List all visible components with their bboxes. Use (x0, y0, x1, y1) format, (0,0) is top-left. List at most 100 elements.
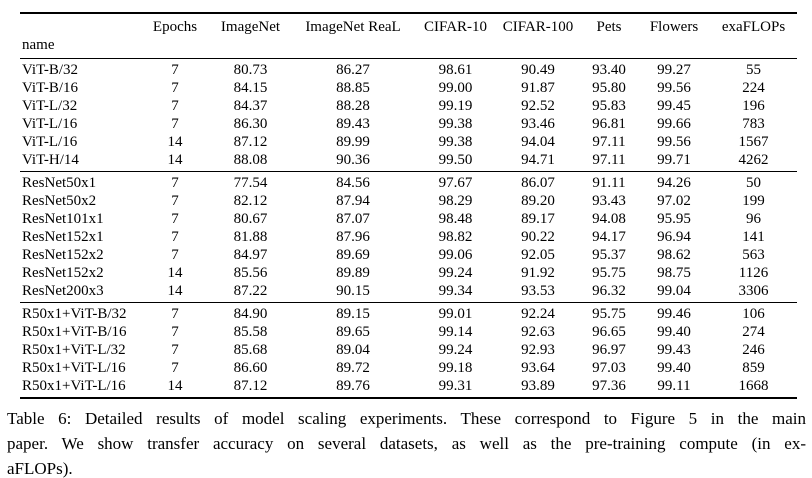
cell-value: 224 (742, 80, 765, 96)
cell-value: 94.04 (521, 134, 555, 150)
cell-value: 7 (171, 62, 179, 78)
table-group: ViT-B/32 7 80.73 86.27 98.61 90.49 93.40 99.27 5… (20, 59, 797, 171)
cell-value: 84.56 (336, 175, 370, 191)
table-group: R50x1+ViT-B/32 7 84.90 89.15 99.01 92.24 95.75… (20, 302, 797, 397)
cell-value: 84.97 (233, 247, 268, 263)
cell-value: 97.36 (592, 378, 626, 394)
cell-value: 96.81 (592, 116, 626, 132)
table-row: ViT-L/16 14 87.12 89.99 99.38 94.04 97.11 99.56… (20, 133, 797, 151)
cell-model-name: R50x1+ViT-L/16 (22, 360, 126, 376)
table-row: ResNet152x2 7 84.97 89.69 99.06 92.05 95.37 98.… (20, 246, 797, 264)
table-header-row: name Epochs ImageNet ImageNet ReaL CIFAR… (20, 14, 797, 59)
cell-value: 7 (171, 193, 179, 209)
cell-value: 1126 (738, 265, 769, 281)
cell-value: 93.46 (521, 116, 555, 132)
cell-model-name: R50x1+ViT-L/32 (22, 342, 126, 358)
column-header-imagenet-real: ImageNet ReaL (305, 19, 401, 35)
cell-value: 92.05 (521, 247, 555, 263)
cell-model-name: R50x1+ViT-L/16 (22, 378, 126, 394)
cell-value: 3306 (738, 283, 769, 299)
cell-value: 98.61 (438, 62, 473, 78)
cell-value: 98.82 (438, 229, 473, 245)
cell-value: 85.56 (233, 265, 268, 281)
cell-value: 88.85 (336, 80, 370, 96)
cell-value: 14 (167, 152, 183, 168)
cell-value: 84.90 (233, 306, 268, 322)
cell-value: 55 (746, 62, 761, 78)
table-body: ViT-B/32 7 80.73 86.27 98.61 90.49 93.40 99.27 5… (20, 59, 797, 397)
cell-value: 90.22 (521, 229, 555, 245)
cell-value: 87.07 (336, 211, 370, 227)
cell-value: 1567 (738, 134, 769, 150)
cell-value: 99.71 (657, 152, 691, 168)
cell-value: 89.69 (336, 247, 370, 263)
table-row: R50x1+ViT-L/16 14 87.12 89.76 99.31 93.89 97.3… (20, 377, 797, 395)
cell-value: 91.87 (521, 80, 555, 96)
cell-value: 99.45 (657, 98, 691, 114)
cell-value: 141 (742, 229, 765, 245)
cell-value: 563 (742, 247, 765, 263)
cell-value: 99.31 (438, 378, 473, 394)
cell-value: 96.65 (592, 324, 626, 340)
cell-value: 97.02 (657, 193, 691, 209)
cell-value: 14 (167, 283, 183, 299)
cell-model-name: ResNet50x1 (22, 175, 97, 191)
cell-model-name: ResNet200x3 (22, 283, 104, 299)
cell-value: 80.73 (233, 62, 268, 78)
caption-line-2: paper. We show transfer accuracy on seve… (7, 434, 806, 453)
cell-value: 84.15 (233, 80, 268, 96)
cell-value: 7 (171, 98, 179, 114)
column-header-imagenet: ImageNet (220, 19, 281, 35)
cell-value: 96 (746, 211, 761, 227)
cell-model-name: ResNet50x2 (22, 193, 97, 209)
cell-value: 89.17 (521, 211, 555, 227)
cell-value: 95.80 (592, 80, 626, 96)
cell-value: 89.15 (336, 306, 370, 322)
cell-value: 87.12 (233, 378, 268, 394)
results-table: name Epochs ImageNet ImageNet ReaL CIFAR… (20, 12, 797, 399)
cell-value: 98.62 (657, 247, 691, 263)
cell-value: 99.66 (657, 116, 691, 132)
cell-model-name: ResNet152x1 (22, 229, 104, 245)
cell-value: 93.53 (521, 283, 555, 299)
cell-value: 91.11 (592, 175, 626, 191)
caption-line-1: Table 6: Detailed results of model scali… (7, 409, 806, 428)
cell-value: 274 (742, 324, 765, 340)
cell-value: 7 (171, 229, 179, 245)
cell-value: 99.56 (657, 80, 691, 96)
cell-value: 85.58 (233, 324, 268, 340)
table-row: R50x1+ViT-B/16 7 85.58 89.65 99.14 92.63 96.65… (20, 323, 797, 341)
cell-value: 89.43 (336, 116, 370, 132)
cell-value: 92.93 (521, 342, 555, 358)
cell-value: 89.76 (336, 378, 370, 394)
cell-value: 89.04 (336, 342, 370, 358)
cell-value: 85.68 (233, 342, 268, 358)
column-header-cifar10: CIFAR-10 (423, 19, 488, 35)
cell-value: 87.12 (233, 134, 268, 150)
cell-value: 14 (167, 378, 183, 394)
column-header-pets: Pets (596, 19, 622, 35)
cell-value: 81.88 (233, 229, 268, 245)
cell-value: 7 (171, 360, 179, 376)
cell-value: 50 (746, 175, 761, 191)
cell-model-name: ViT-L/16 (22, 134, 78, 150)
cell-value: 98.75 (657, 265, 691, 281)
table-row: ResNet152x2 14 85.56 89.89 99.24 91.92 95.75 98… (20, 264, 797, 282)
cell-value: 99.34 (438, 283, 473, 299)
cell-value: 86.27 (336, 62, 370, 78)
cell-value: 87.22 (233, 283, 268, 299)
cell-value: 96.32 (592, 283, 626, 299)
cell-value: 99.19 (438, 98, 473, 114)
column-header-name: name (22, 37, 55, 53)
cell-value: 7 (171, 211, 179, 227)
cell-model-name: ResNet101x1 (22, 211, 104, 227)
cell-value: 91.92 (521, 265, 555, 281)
cell-value: 94.17 (592, 229, 626, 245)
cell-value: 89.65 (336, 324, 370, 340)
cell-value: 93.43 (592, 193, 626, 209)
cell-value: 99.38 (438, 134, 473, 150)
cell-value: 96.94 (657, 229, 691, 245)
cell-model-name: R50x1+ViT-B/32 (22, 306, 127, 322)
cell-value: 7 (171, 80, 179, 96)
cell-value: 99.38 (438, 116, 473, 132)
